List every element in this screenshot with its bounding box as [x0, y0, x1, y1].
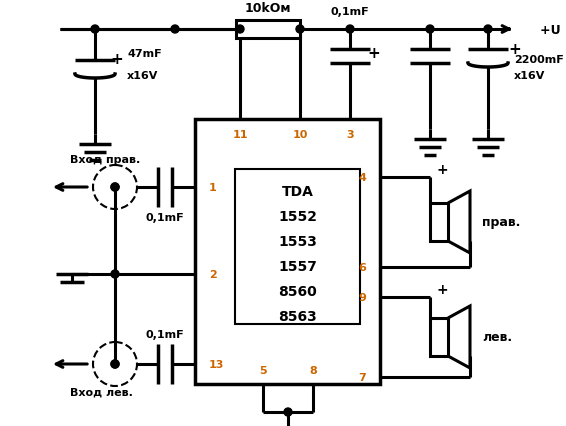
Text: +: +: [110, 52, 123, 66]
Text: TDA: TDA: [281, 184, 314, 199]
Bar: [430, 204, 448, 242]
Text: 9: 9: [358, 292, 366, 302]
Circle shape: [171, 26, 179, 34]
Text: 5: 5: [259, 365, 267, 375]
Text: прав.: прав.: [482, 216, 520, 229]
Text: 1553: 1553: [278, 234, 317, 248]
Text: лев.: лев.: [482, 331, 512, 344]
Text: 8: 8: [309, 365, 317, 375]
Text: Вход лев.: Вход лев.: [70, 387, 133, 397]
Circle shape: [236, 26, 244, 34]
Text: +: +: [436, 163, 448, 177]
Text: 47mF: 47mF: [127, 49, 162, 59]
Text: 11: 11: [232, 130, 248, 140]
Circle shape: [91, 26, 99, 34]
Text: 8560: 8560: [278, 284, 317, 298]
Text: 1557: 1557: [278, 259, 317, 273]
Circle shape: [346, 26, 354, 34]
Text: 8563: 8563: [278, 309, 317, 323]
Circle shape: [111, 184, 119, 192]
Text: 1: 1: [209, 183, 217, 193]
Circle shape: [284, 408, 292, 416]
Text: +: +: [436, 282, 448, 296]
Circle shape: [111, 360, 119, 368]
Text: 1552: 1552: [278, 210, 317, 224]
Text: +U пит.: +U пит.: [540, 23, 566, 36]
Text: 2200mF: 2200mF: [514, 55, 564, 65]
Text: +: +: [368, 46, 380, 60]
Text: x16V: x16V: [514, 71, 546, 81]
Bar: [236, 21, 300, 39]
Text: Вход прав.: Вход прав.: [70, 155, 140, 164]
Text: 6: 6: [358, 262, 366, 272]
Circle shape: [426, 26, 434, 34]
Text: 13: 13: [209, 359, 224, 369]
Text: 3: 3: [346, 130, 354, 140]
Circle shape: [111, 271, 119, 278]
Text: 0,1mF: 0,1mF: [331, 7, 369, 17]
Text: 2: 2: [209, 269, 217, 279]
Text: x16V: x16V: [127, 71, 158, 81]
Text: 10: 10: [292, 130, 308, 140]
Text: 10kОм: 10kОм: [245, 2, 291, 14]
Bar: [235, 170, 360, 324]
Text: +: +: [508, 43, 521, 58]
Text: 4: 4: [358, 173, 366, 183]
Circle shape: [484, 26, 492, 34]
Text: 0,1mF: 0,1mF: [145, 329, 185, 339]
Circle shape: [111, 184, 119, 192]
Text: 0,1mF: 0,1mF: [145, 213, 185, 222]
Circle shape: [111, 360, 119, 368]
Circle shape: [296, 26, 304, 34]
Bar: [430, 318, 448, 356]
Text: 7: 7: [358, 372, 366, 382]
Bar: [195, 120, 380, 384]
